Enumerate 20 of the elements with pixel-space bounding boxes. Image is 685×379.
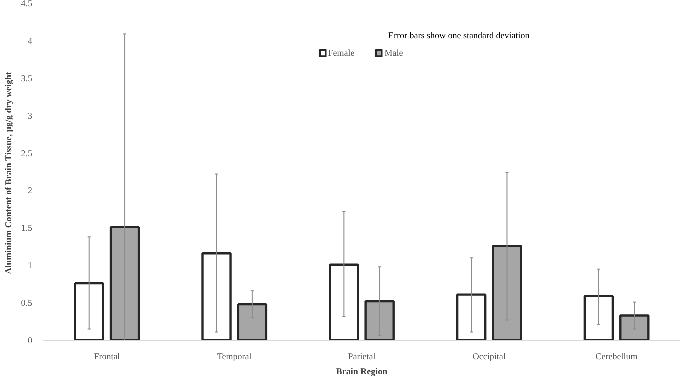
x-tick-label: Frontal — [94, 352, 121, 362]
x-tick-label: Parietal — [348, 352, 376, 362]
x-tick-label: Occipital — [472, 352, 506, 362]
y-axis-title: Aluminium Content of Brain Tissue, μg/g dry weight — [3, 72, 14, 274]
legend-label: Male — [384, 48, 404, 58]
legend-label: Female — [328, 48, 355, 58]
annotation: Error bars show one standard deviation — [388, 30, 530, 40]
x-tick-label: Cerebellum — [596, 352, 638, 362]
y-tick-label: 0 — [28, 336, 33, 346]
x-tick-label: Temporal — [217, 352, 252, 362]
x-axis-title: Brain Region — [336, 366, 388, 376]
y-tick-label: 1 — [28, 260, 32, 271]
y-tick-label: 2 — [28, 186, 32, 196]
y-tick-label: 0.5 — [21, 298, 33, 308]
y-tick-label: 1.5 — [21, 223, 33, 234]
y-tick-label: 3.5 — [21, 73, 33, 84]
y-tick-label: 3 — [28, 110, 33, 121]
y-tick-label: 4.5 — [21, 0, 33, 8]
y-tick-label: 4 — [28, 36, 33, 46]
y-tick-label: 2.5 — [21, 148, 33, 158]
